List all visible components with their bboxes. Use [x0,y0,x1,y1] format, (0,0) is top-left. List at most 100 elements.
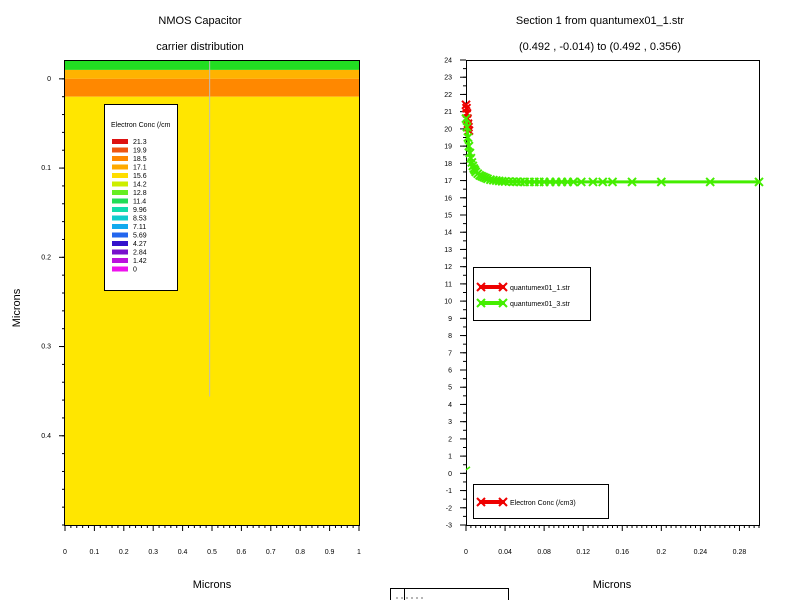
legend-marker [476,298,508,308]
contour-band [65,69,359,79]
x-tick-label: 0 [63,549,67,556]
x-tick-label: 0.12 [576,549,590,556]
legend-entry-label: 8.53 [133,216,147,223]
legend-entry-label: 21.3 [133,139,147,146]
y-tick-label: -1 [446,488,452,495]
y-tick-label: 13 [444,247,452,254]
x-tick-label: 1 [357,549,361,556]
y-tick-label: 0 [47,76,51,83]
right-plot-subtitle: (0.492 , -0.014) to (0.492 , 0.356) [519,41,681,53]
legend-swatch [112,207,128,212]
y-tick-label: 1 [448,454,452,461]
x-tick-label: 0.7 [266,549,276,556]
series-2-point [607,177,618,187]
left-legend-entries: 21.3 19.918.5 17.115.6 14.212.8 11.49.96 8.53… [112,139,147,274]
legend-swatch [112,190,128,195]
legend-entry-label: 1.42 [133,258,147,265]
x-tick-label: 0.4 [178,549,188,556]
legend-entry-label: 11.4 [133,199,146,206]
y-tick-label: 24 [444,58,452,65]
series-2-point [515,177,526,187]
series-2-point [461,113,471,124]
legend-marker [476,282,508,292]
x-tick-label: 0.5 [207,549,217,556]
legend-swatch [112,249,128,255]
y-tick-label: 11 [445,281,452,288]
legend-entry-label: 4.27 [133,241,147,248]
right-legend-files-box [473,267,591,321]
y-tick-label: 7 [448,350,452,357]
series-2-point [598,177,608,187]
y-tick-label: -2 [446,505,452,512]
left-plot-subtitle: carrier distribution [156,41,243,53]
legend-swatch [112,173,128,178]
series-2-point [462,122,472,132]
left-legend: Electron Conc (/cm 21.3 19.918.5 17.115.6 1… [104,104,178,291]
right-plot: Section 1 from quantumex01_1.str (0.492 … [444,15,764,591]
legend-entry-label: 18.5 [133,156,147,163]
right-y-axis: -3-2-10123456789101112131415161718192021… [444,58,466,530]
y-tick-label: 0.4 [41,433,51,440]
x-tick-label: 0.24 [694,549,708,556]
series-2-point [588,177,598,187]
legend-swatch [112,181,128,187]
legend-entry-label: 2.84 [133,250,147,257]
partial-legend-dots [396,597,423,599]
right-legend-quantity-entry: Electron Conc (/cm3) [476,497,576,507]
y-tick-label: 21 [444,109,452,116]
y-tick-label: 8 [448,333,452,340]
series-2-point [656,177,667,187]
y-tick-label: 23 [444,75,452,82]
series-2-point [627,177,637,187]
legend-entry-label: 14.2 [133,182,147,189]
legend-entry-label: 19.9 [133,148,147,155]
left-x-axis-label: Microns [193,579,232,591]
right-plot-series [461,100,764,471]
legend-entry-label: quantumex01_3.str [510,301,571,308]
x-tick-label: 0.08 [537,549,551,556]
series-2-point [568,177,579,187]
legend-marker [476,497,508,507]
series-2-point [705,177,715,187]
y-tick-label: 3 [448,419,452,426]
y-tick-label: 19 [444,144,452,151]
left-plot-title: NMOS Capacitor [158,15,241,27]
legend-entry-label: 17.1 [133,165,147,172]
y-tick-label: 0.1 [41,165,51,172]
y-tick-label: 17 [444,178,452,185]
legend-swatch [112,258,128,263]
y-tick-label: 0.2 [41,254,51,261]
left-legend-title: Electron Conc (/cm [111,122,171,129]
series-2-point [463,132,473,143]
left-x-axis: 0 0.1 0.2 0.3 0.4 0.5 0.6 0.7 0.8 0.9 1 [63,525,361,556]
contour-band [65,61,359,70]
y-tick-label: 9 [448,316,452,323]
series-2-point [576,177,586,187]
legend-swatch [112,156,128,161]
y-tick-label: 15 [444,213,452,220]
x-tick-label: 0.04 [498,549,512,556]
x-tick-label: 0.16 [615,549,629,556]
right-x-axis: 0 0.04 0.08 0.12 0.16 0.2 0.24 0.28 [464,525,760,556]
legend-entry-label: 5.69 [133,233,147,240]
legend-entry-label: 15.6 [133,173,147,180]
y-tick-label: 12 [444,264,452,271]
legend-entry-label: Electron Conc (/cm3) [510,500,576,507]
y-tick-label: 20 [444,126,452,133]
y-tick-label: 4 [448,402,452,409]
left-y-axis-label: Microns [11,288,23,327]
series-2-point [754,177,764,187]
y-tick-label: 10 [444,299,452,306]
x-tick-label: 0.2 [119,549,129,556]
x-tick-label: 0 [464,549,468,556]
y-tick-label: 18 [444,161,452,168]
y-tick-label: 2 [448,436,452,443]
y-tick-label: 6 [448,368,452,375]
legend-entry-label: 7.11 [133,224,146,231]
y-tick-label: 14 [444,230,452,237]
left-y-axis: 0 0.1 0.2 0.3 0.4 [41,76,65,526]
legend-swatch [112,164,128,170]
legend-swatch [112,215,128,221]
legend-swatch [112,241,128,246]
left-plot: NMOS Capacitor carrier distribution 0 0.1… [11,15,361,591]
